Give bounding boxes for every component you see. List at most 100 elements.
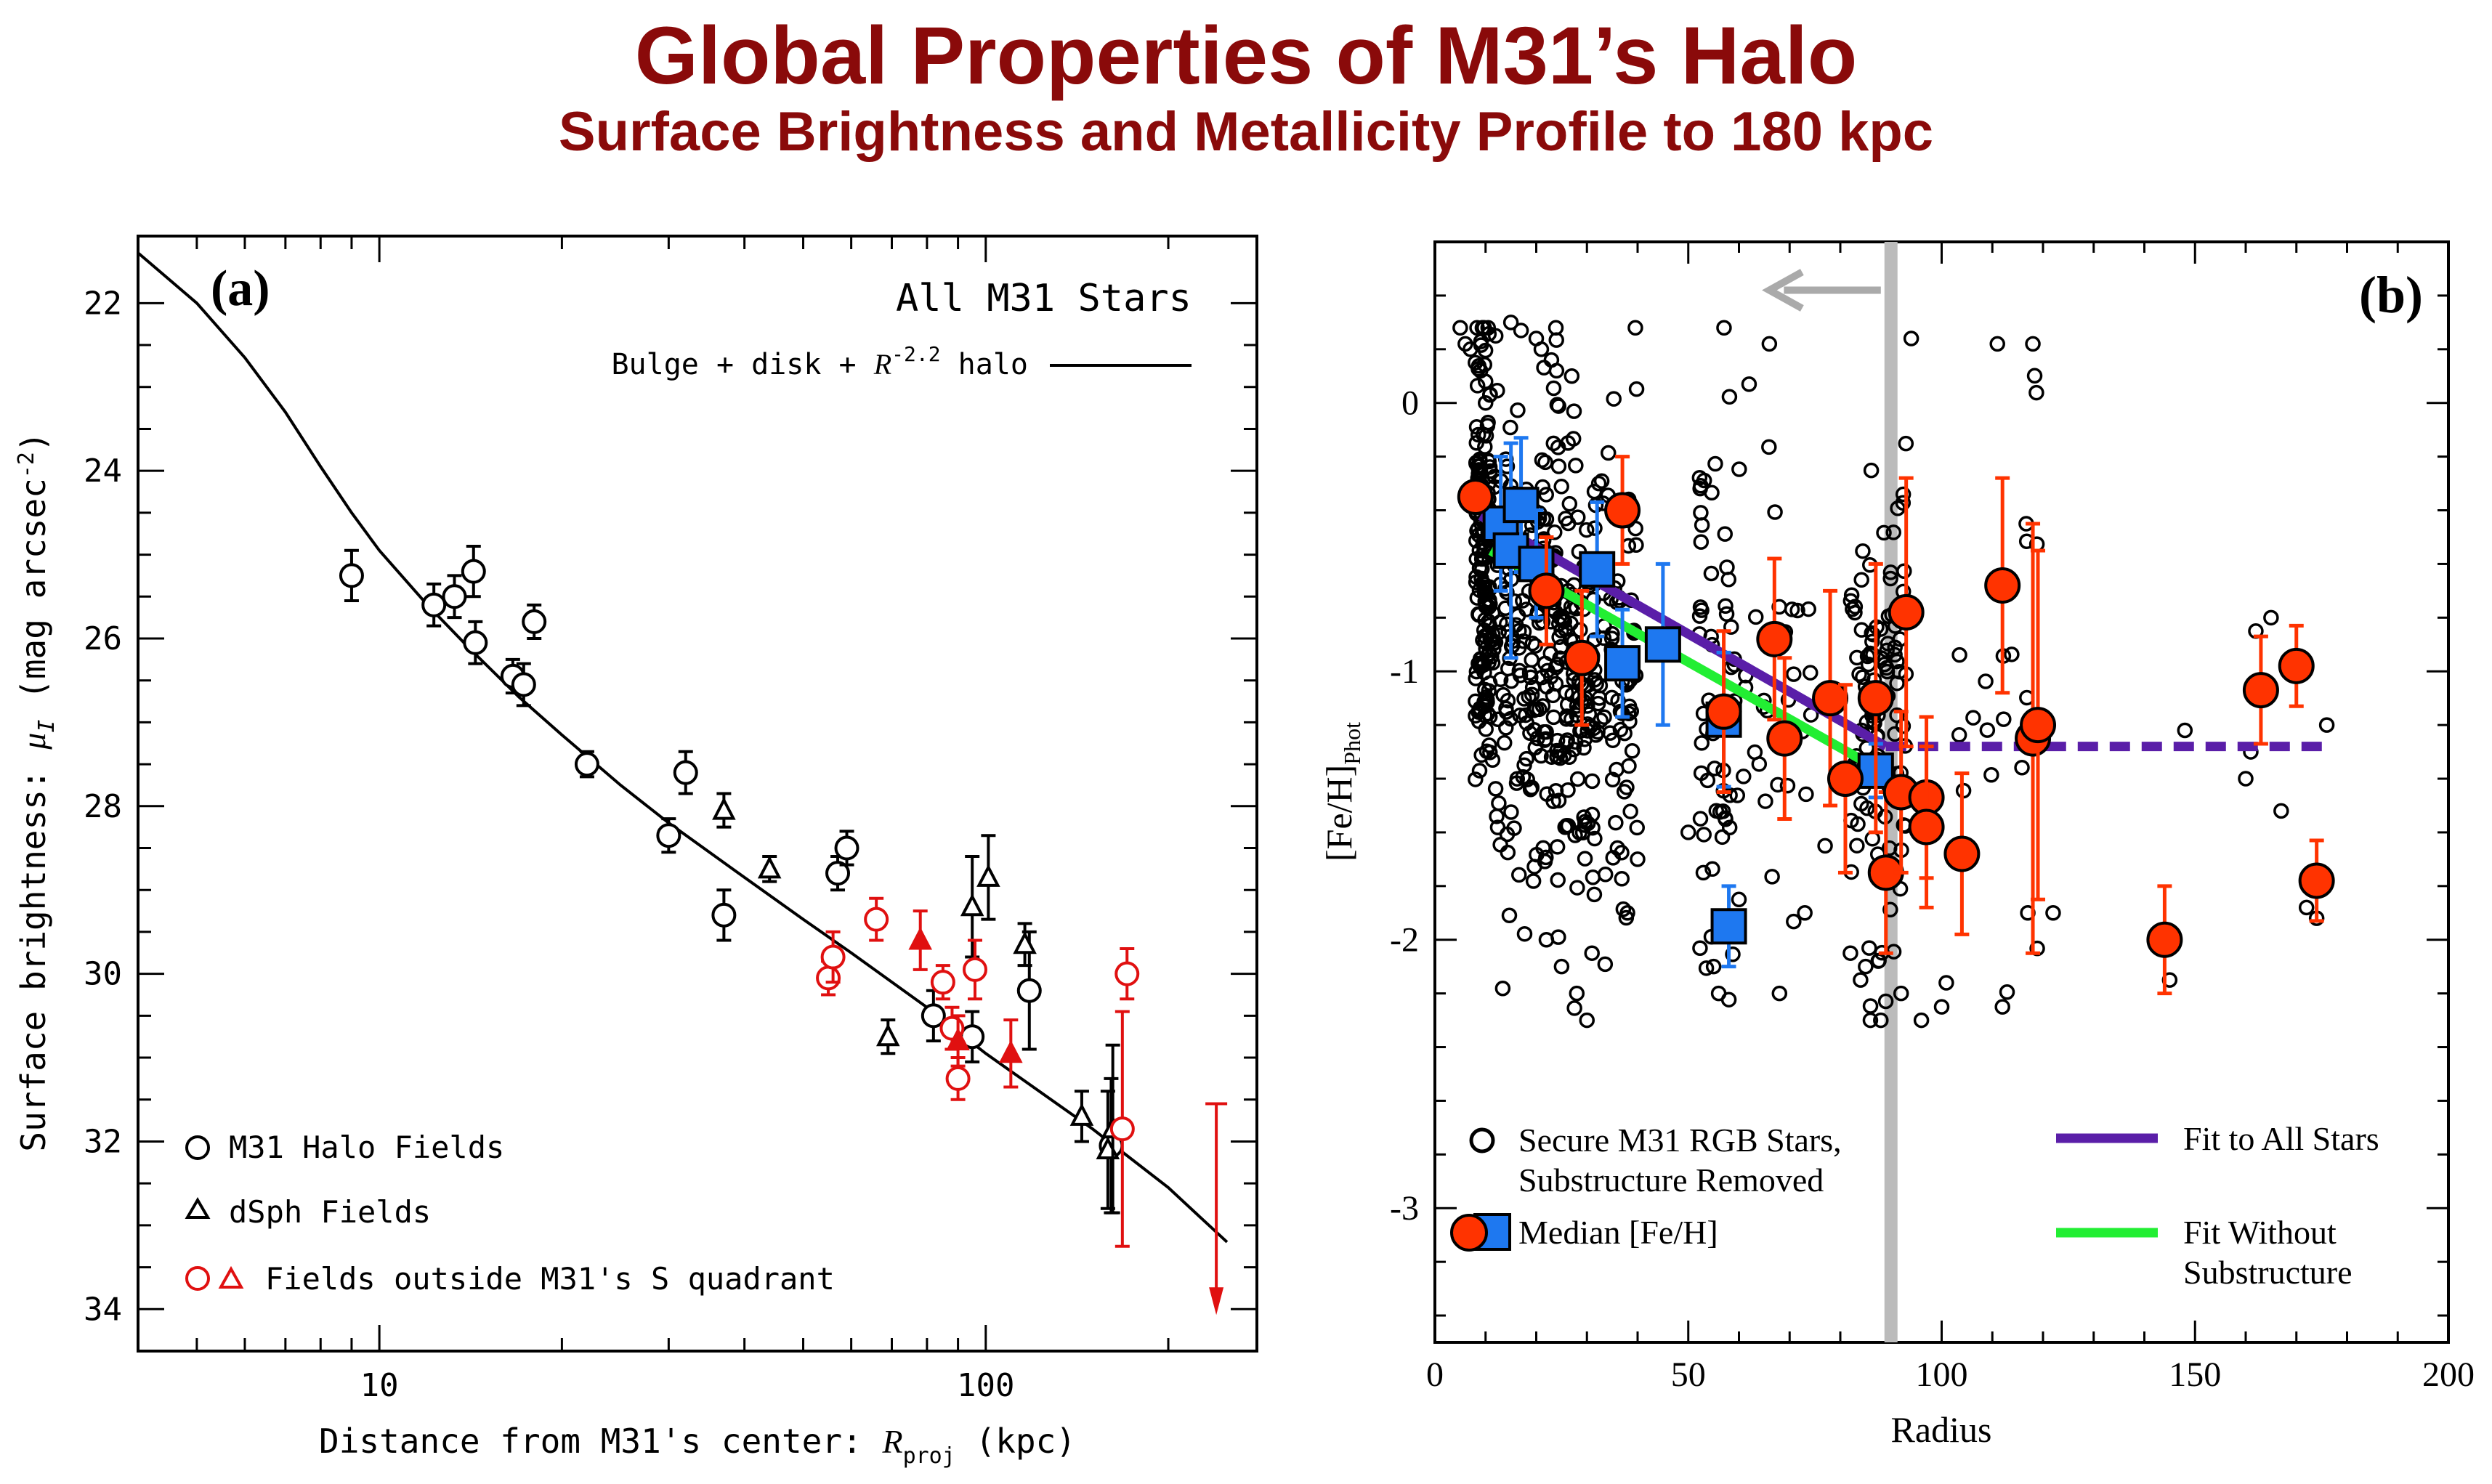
ylabel-post: (mag arcsec — [14, 478, 53, 719]
b-star — [1500, 692, 1516, 709]
b-star — [1479, 418, 1496, 434]
b-star — [1489, 808, 1505, 824]
b-star — [1898, 435, 1914, 452]
b-star — [1521, 689, 1537, 705]
b-star — [1511, 867, 1527, 883]
b-star — [1468, 574, 1484, 591]
b-star — [1731, 891, 1747, 908]
median-red-circle — [2242, 672, 2279, 709]
upper-limit-arrowhead — [1209, 1287, 1224, 1315]
b-star — [1618, 909, 1635, 926]
b-star — [1761, 439, 1777, 455]
b-star — [1577, 817, 1593, 833]
b-star — [1526, 721, 1542, 738]
b-star — [1855, 543, 1871, 559]
median-red-circle — [1984, 567, 2021, 604]
panel-a-surface-brightness: 10 100 22 24 26 28 30 32 34 (a) All M31 Stars Bu… — [14, 235, 1258, 1469]
panel-a-legend: M31 Halo Fields dSph Fields Fields outsi… — [185, 1130, 835, 1297]
b-star — [1862, 998, 1879, 1014]
b-star — [1527, 739, 1544, 755]
median-red-circle — [2146, 921, 2183, 958]
b-star — [1863, 462, 1880, 479]
b-star — [1798, 786, 1814, 803]
panel-a-frame — [137, 235, 1258, 1353]
b-star — [1502, 419, 1518, 436]
b-star — [1628, 381, 1645, 397]
median-red-circle — [1457, 479, 1494, 516]
median-red-circle — [1705, 693, 1742, 730]
b-star — [1757, 793, 1773, 809]
b-star — [1590, 695, 1606, 712]
b-ytick-label: -3 — [1390, 1189, 1419, 1228]
b-star — [1896, 563, 1912, 579]
a-point-circle — [522, 609, 547, 634]
b-star — [1895, 495, 1912, 511]
legend-red-triangle-marker — [218, 1265, 244, 1289]
b-star — [1881, 840, 1898, 856]
b-star — [1933, 999, 1950, 1015]
b-star — [2014, 760, 2030, 776]
b-star — [1887, 646, 1903, 663]
median-red-circle — [1857, 680, 1894, 717]
b-star — [2238, 771, 2254, 787]
legend-triangle-marker — [185, 1197, 211, 1219]
b-star — [1569, 985, 1585, 1002]
a-point-triangle — [757, 856, 782, 879]
b-star — [1593, 473, 1610, 490]
b-star — [1512, 707, 1528, 723]
b-star — [1800, 601, 1816, 617]
b-star — [1849, 838, 1865, 853]
a-ytick-label: 28 — [84, 788, 122, 825]
b-star — [1889, 675, 1905, 692]
legend-open-circle-marker — [1469, 1127, 1495, 1153]
ylabel-mu: μ — [15, 733, 52, 750]
a-point-circle — [339, 563, 364, 588]
b-star — [1718, 598, 1734, 615]
b-star — [1817, 838, 1833, 854]
b-star — [1548, 320, 1564, 336]
a-point-triangle — [1069, 1103, 1094, 1126]
panel-b-metallicity: 0 50 100 150 200 0 -1 -2 -3 (b) Secure M31 RGB S… — [1319, 240, 2475, 1450]
legend-rgb-stars-line2: Substructure Removed — [1518, 1161, 1824, 1199]
b-star — [1542, 669, 1559, 685]
a-ytick-label: 22 — [84, 285, 122, 322]
b-star — [1747, 744, 1763, 761]
b-star — [1624, 743, 1641, 759]
a-point-triangle — [875, 1023, 900, 1047]
b-star — [1978, 673, 1994, 689]
b-star — [2263, 609, 2279, 626]
b-star — [1489, 382, 1505, 399]
b-star — [1698, 960, 1715, 976]
median-red-circle — [1563, 639, 1601, 676]
b-star — [1870, 953, 1886, 969]
b-star — [1587, 727, 1604, 743]
b-star — [1877, 656, 1893, 673]
main-title: Global Properties of M31’s Halo — [634, 10, 1858, 101]
b-star — [1513, 323, 1529, 338]
legend-circle-marker — [185, 1135, 210, 1160]
b-star — [1717, 526, 1733, 542]
b-star — [1903, 331, 1919, 346]
b-star — [1584, 806, 1601, 823]
b-star — [1565, 431, 1582, 447]
b-star — [1877, 993, 1894, 1010]
model-label-post: halo — [941, 348, 1028, 381]
b-star — [1695, 864, 1712, 881]
b-star — [1570, 509, 1586, 525]
b-star — [2004, 646, 2020, 662]
panel-a-annotation: All M31 Stars — [896, 277, 1192, 320]
xlabel-pre: Distance from M31's center: — [319, 1422, 882, 1461]
b-star — [1721, 389, 1738, 405]
b-star — [1725, 946, 1741, 962]
b-star — [1705, 958, 1722, 975]
b-star — [1536, 360, 1552, 376]
b-star — [2045, 905, 2061, 921]
median-red-circle — [1604, 492, 1641, 529]
a-ytick-label: 34 — [84, 1291, 122, 1328]
b-star — [1630, 851, 1646, 867]
legend-red-circle-marker-b — [1450, 1214, 1488, 1252]
b-star — [1951, 646, 1967, 663]
legend-outside-fields: Fields outside M31's S quadrant — [265, 1261, 835, 1297]
median-red-circle — [2298, 862, 2335, 899]
b-ytick-label: -1 — [1390, 652, 1419, 691]
